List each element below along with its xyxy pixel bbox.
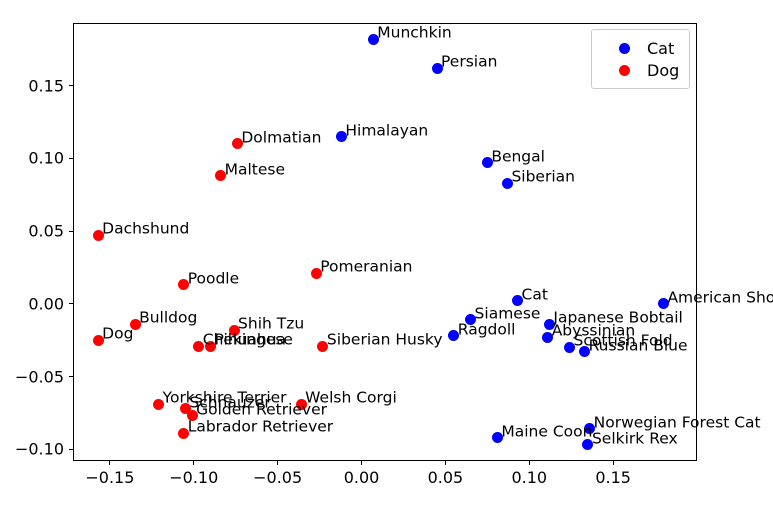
x-tick-mark bbox=[444, 461, 446, 465]
x-tick-mark bbox=[109, 461, 111, 465]
x-tick-mark bbox=[277, 461, 279, 465]
y-tick-label: 0.05 bbox=[28, 221, 64, 241]
legend-marker-icon bbox=[601, 42, 647, 54]
y-tick-label: 0.10 bbox=[28, 148, 64, 168]
y-tick-label: 0.00 bbox=[28, 294, 64, 314]
legend-marker-icon bbox=[601, 64, 647, 76]
x-tick-label: 0.10 bbox=[511, 468, 548, 487]
x-tick-label: −0.10 bbox=[169, 468, 219, 487]
x-tick-label: 0.05 bbox=[427, 468, 464, 487]
legend-swatch bbox=[618, 42, 630, 54]
plot-axes-area bbox=[73, 23, 697, 461]
x-tick-mark bbox=[193, 461, 195, 465]
chart-legend: Cat Dog bbox=[591, 29, 691, 89]
x-tick-label: −0.15 bbox=[85, 468, 135, 487]
y-tick-label: −0.05 bbox=[14, 367, 64, 387]
legend-label: Dog bbox=[647, 60, 680, 80]
legend-label: Cat bbox=[647, 38, 675, 58]
x-tick-mark bbox=[528, 461, 530, 465]
legend-item[interactable]: Cat bbox=[601, 37, 679, 59]
legend-item[interactable]: Dog bbox=[601, 59, 679, 81]
legend-swatch bbox=[618, 64, 630, 76]
x-tick-mark bbox=[361, 461, 363, 465]
x-tick-mark bbox=[612, 461, 614, 465]
x-tick-label: 0.15 bbox=[595, 468, 631, 487]
y-tick-label: −0.10 bbox=[14, 439, 64, 459]
x-tick-label: 0.00 bbox=[343, 468, 380, 487]
y-tick-label: 0.15 bbox=[28, 76, 64, 96]
x-tick-label: −0.05 bbox=[253, 468, 303, 487]
